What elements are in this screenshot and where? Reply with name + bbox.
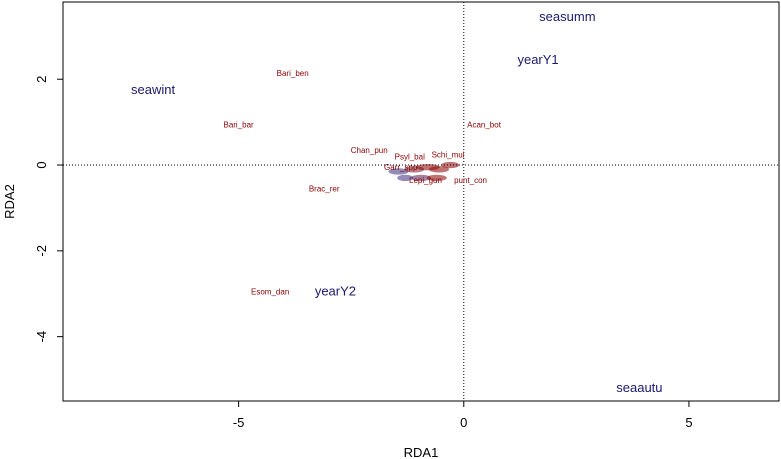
factor-label: yearY2 bbox=[315, 284, 356, 299]
factor-labels: seasumm yearY1 seawint yearY2 seaautu bbox=[131, 9, 663, 395]
x-axis-ticks: -5 0 5 bbox=[233, 401, 693, 430]
y-tick-label: 2 bbox=[34, 76, 49, 83]
factor-label: yearY1 bbox=[517, 52, 558, 67]
x-tick-label: 0 bbox=[460, 415, 467, 430]
overlap-label-blob bbox=[388, 168, 409, 175]
factor-label: seasumm bbox=[539, 9, 595, 24]
species-label: punt_con bbox=[454, 176, 487, 185]
overlap-label-blob bbox=[426, 174, 447, 182]
overlapping-labels-cluster bbox=[388, 161, 460, 182]
x-tick-label: 5 bbox=[685, 415, 692, 430]
species-labels: Bari_ben Bari_bar Acan_bot Chan_pun Psyl_bal… bbox=[223, 69, 501, 297]
y-tick-label: 0 bbox=[34, 161, 49, 168]
overlap-label-blob bbox=[429, 166, 450, 173]
y-tick-label: -4 bbox=[34, 331, 49, 343]
plot-frame bbox=[62, 1, 780, 402]
species-label: Chan_pun bbox=[351, 146, 388, 155]
species-label: Acan_bot bbox=[467, 120, 502, 129]
y-axis-ticks: -4 -2 0 2 bbox=[34, 76, 63, 343]
species-label: Bari_ben bbox=[277, 69, 309, 78]
x-axis-title: RDA1 bbox=[404, 445, 439, 459]
species-label: Brac_rer bbox=[309, 185, 340, 194]
species-label: Lepi_gun bbox=[409, 176, 442, 185]
factor-label: seaautu bbox=[616, 380, 662, 395]
species-label: Bari_bar bbox=[223, 120, 254, 129]
factor-label: seawint bbox=[131, 82, 175, 97]
y-axis-title: RDA2 bbox=[2, 184, 17, 219]
species-label: Psyl_bal bbox=[395, 152, 425, 161]
y-tick-label: -2 bbox=[34, 245, 49, 257]
species-label: Garr_spp bbox=[384, 163, 418, 172]
species-label: Schi_mul bbox=[432, 150, 465, 159]
overlap-label-blob bbox=[411, 174, 431, 182]
species-label: Esom_dan bbox=[251, 288, 289, 297]
overlap-label-blob bbox=[397, 174, 414, 182]
reference-lines bbox=[63, 2, 779, 401]
x-tick-label: -5 bbox=[233, 415, 245, 430]
